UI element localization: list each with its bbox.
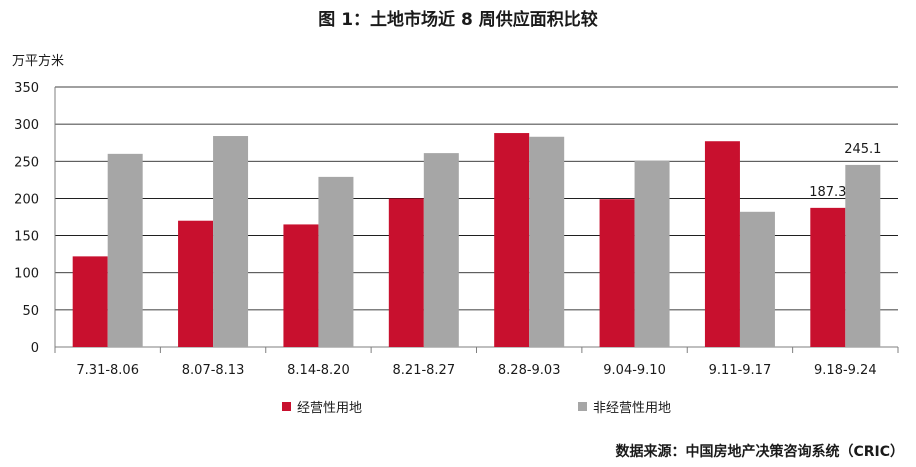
legend-swatch-series2 <box>578 402 587 411</box>
bars <box>72 133 881 347</box>
x-tick-label: 8.14-8.20 <box>287 363 350 378</box>
y-axis-unit-label: 万平方米 <box>12 54 65 69</box>
bar-series2 <box>845 164 881 347</box>
y-tick-label: 0 <box>31 341 39 356</box>
bar-series2 <box>739 211 775 347</box>
legend-swatch-series1 <box>282 402 291 411</box>
bar-series1 <box>810 207 846 347</box>
bar-series1 <box>388 198 424 347</box>
data-labels: 187.3 245.1 <box>809 142 881 200</box>
y-tick-label: 200 <box>14 192 39 207</box>
y-tick-label: 150 <box>14 230 39 245</box>
bar-series1 <box>72 256 108 347</box>
bar-series2 <box>529 136 565 347</box>
bar-series2 <box>213 136 249 347</box>
x-axis-labels: 7.31-8.06 8.07-8.13 8.14-8.20 8.21-8.27 8.28… <box>76 363 876 378</box>
bar-series2 <box>107 153 143 347</box>
bar-series2 <box>423 153 459 347</box>
data-label: 245.1 <box>844 142 881 157</box>
bar-series1 <box>178 220 214 347</box>
data-label: 187.3 <box>809 185 846 200</box>
y-tick-label: 250 <box>14 155 39 170</box>
x-tick-label: 9.11-9.17 <box>709 363 772 378</box>
legend-item-series2: 非经营性用地 <box>578 397 671 416</box>
y-tick-label: 350 <box>14 81 39 96</box>
data-source: 数据来源：中国房地产决策咨询系统（CRIC） <box>615 444 904 460</box>
x-tick-label: 8.28-9.03 <box>498 363 561 378</box>
legend-label-series2: 非经营性用地 <box>593 401 672 416</box>
y-tick-label: 300 <box>14 118 39 133</box>
x-tick-label: 8.21-8.27 <box>393 363 456 378</box>
legend-item-series1: 经营性用地 <box>282 397 362 416</box>
bar-series2 <box>318 176 354 347</box>
bar-series1 <box>599 199 635 347</box>
y-tick-label: 50 <box>22 304 39 319</box>
bar-series1 <box>283 224 319 347</box>
x-tick-label: 9.18-9.24 <box>814 363 877 378</box>
legend-label-series1: 经营性用地 <box>297 401 363 416</box>
y-tick-label: 100 <box>14 267 39 282</box>
bar-series1 <box>704 141 740 347</box>
y-axis-ticks: 0 50 100 150 200 250 300 350 <box>14 81 39 356</box>
x-tick-label: 9.04-9.10 <box>603 363 666 378</box>
bar-series2 <box>634 160 670 347</box>
x-tick-label: 8.07-8.13 <box>182 363 245 378</box>
chart-title: 图 1：土地市场近 8 周供应面积比较 <box>318 10 598 30</box>
bar-series1 <box>494 133 530 347</box>
x-tick-label: 7.31-8.06 <box>76 363 139 378</box>
